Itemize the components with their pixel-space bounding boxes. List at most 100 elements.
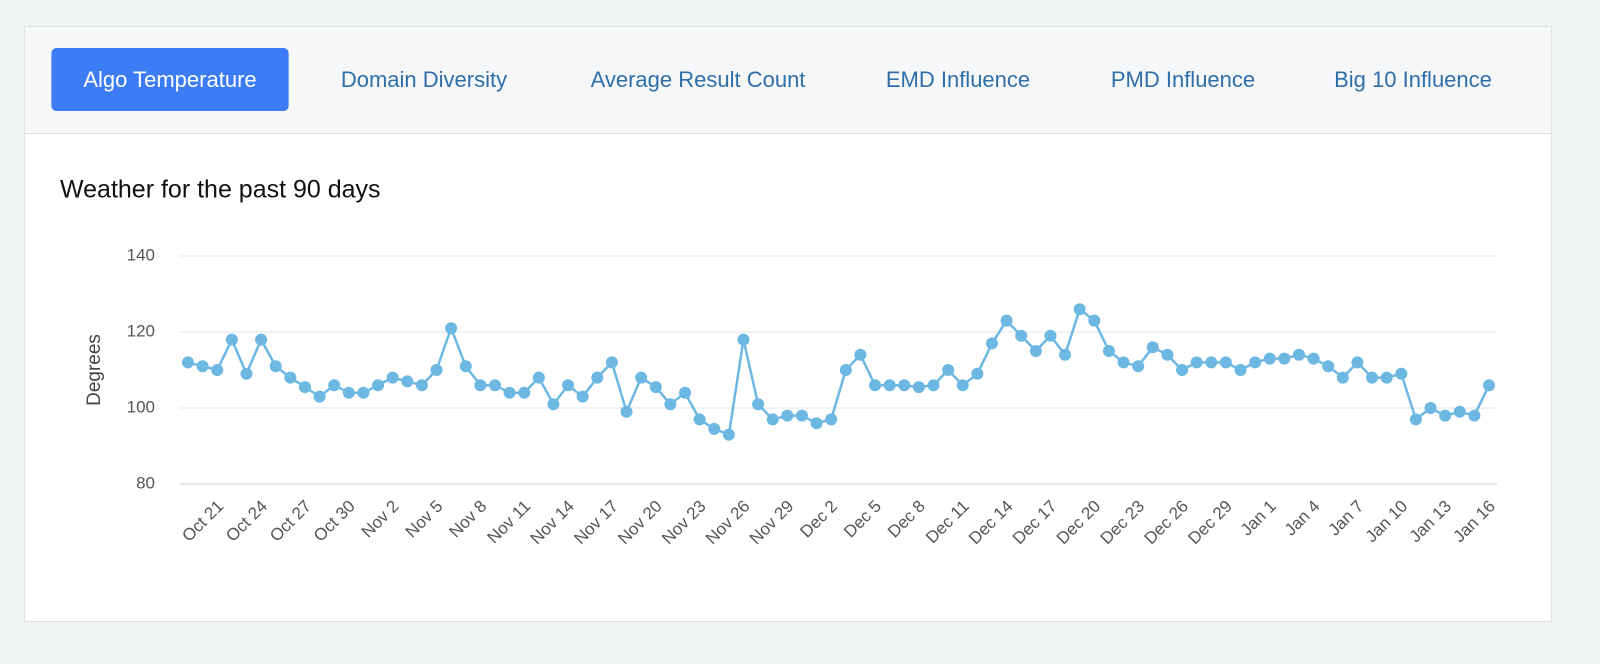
- point: [269, 360, 282, 373]
- point: [1395, 367, 1408, 380]
- point: [869, 379, 882, 392]
- point: [386, 371, 399, 384]
- point: [1483, 379, 1495, 392]
- point: [313, 390, 326, 403]
- point: [1278, 352, 1291, 365]
- point: [1336, 371, 1349, 384]
- point: [1366, 371, 1379, 384]
- point: [664, 398, 677, 411]
- point: [532, 371, 545, 384]
- y-tick-label: 100: [127, 397, 155, 416]
- point: [679, 386, 692, 399]
- point: [255, 333, 268, 346]
- point: [1424, 402, 1437, 414]
- point: [1102, 345, 1115, 357]
- point: [225, 333, 238, 346]
- point: [1059, 348, 1072, 361]
- point: [415, 379, 428, 392]
- tab[interactable]: EMD Influence: [886, 67, 1030, 92]
- point: [1468, 409, 1481, 422]
- tab[interactable]: Big 10 Influence: [1334, 67, 1492, 92]
- point: [328, 379, 341, 392]
- point: [971, 367, 984, 380]
- point: [854, 348, 867, 361]
- point: [766, 413, 779, 426]
- point: [562, 379, 575, 392]
- point: [839, 364, 852, 376]
- point: [459, 360, 472, 373]
- point: [357, 386, 370, 399]
- point: [635, 371, 648, 384]
- point: [1292, 348, 1305, 361]
- point: [401, 375, 414, 388]
- point: [547, 398, 560, 411]
- point: [1249, 356, 1262, 369]
- point: [722, 428, 735, 441]
- point: [825, 413, 838, 426]
- point: [1234, 364, 1247, 376]
- point: [883, 379, 896, 392]
- point: [240, 367, 253, 380]
- point: [1161, 348, 1174, 361]
- point: [1351, 356, 1364, 369]
- chart-title: Weather for the past 90 days: [60, 176, 381, 204]
- point: [474, 379, 487, 392]
- y-tick-label: 140: [127, 245, 155, 264]
- point: [1073, 303, 1086, 316]
- tab[interactable]: Average Result Count: [591, 67, 806, 92]
- point: [1219, 356, 1232, 369]
- point: [1029, 345, 1042, 357]
- point: [518, 386, 531, 399]
- point: [1307, 352, 1320, 365]
- point: [1088, 314, 1101, 327]
- point: [1205, 356, 1218, 369]
- point: [1117, 356, 1130, 369]
- point: [795, 409, 808, 422]
- point: [737, 333, 750, 346]
- point: [196, 360, 209, 373]
- point: [942, 364, 955, 376]
- point: [298, 381, 311, 394]
- point: [372, 379, 385, 392]
- y-tick-label: 80: [136, 473, 155, 492]
- point: [1263, 352, 1276, 365]
- point: [898, 379, 911, 392]
- point: [445, 322, 458, 335]
- tab[interactable]: PMD Influence: [1111, 67, 1255, 92]
- point: [985, 337, 998, 350]
- point: [927, 379, 940, 392]
- point: [1453, 405, 1466, 418]
- point: [1439, 409, 1452, 422]
- point: [605, 356, 618, 369]
- point: [503, 386, 516, 399]
- point: [488, 379, 501, 392]
- point: [708, 422, 721, 435]
- point: [1146, 341, 1159, 354]
- point: [1322, 360, 1335, 373]
- point: [1380, 371, 1393, 384]
- point: [1044, 329, 1057, 342]
- point: [781, 409, 794, 422]
- point: [912, 381, 925, 394]
- point: [1015, 329, 1028, 342]
- point: [1409, 413, 1422, 426]
- tab-active-bg[interactable]: [51, 48, 289, 111]
- point: [810, 417, 823, 430]
- point: [342, 386, 355, 399]
- tab[interactable]: Domain Diversity: [341, 67, 507, 92]
- point: [1000, 314, 1013, 327]
- point: [752, 398, 765, 411]
- point: [211, 364, 224, 376]
- point: [620, 405, 633, 418]
- point: [430, 364, 443, 376]
- y-axis-label: Degrees: [84, 334, 105, 406]
- point: [956, 379, 969, 392]
- point: [1132, 360, 1145, 373]
- point: [649, 381, 662, 394]
- point: [1176, 364, 1189, 376]
- y-tick-label: 120: [127, 321, 155, 340]
- point: [693, 413, 706, 426]
- point: [182, 356, 194, 369]
- tab[interactable]: Algo Temperature: [83, 67, 256, 92]
